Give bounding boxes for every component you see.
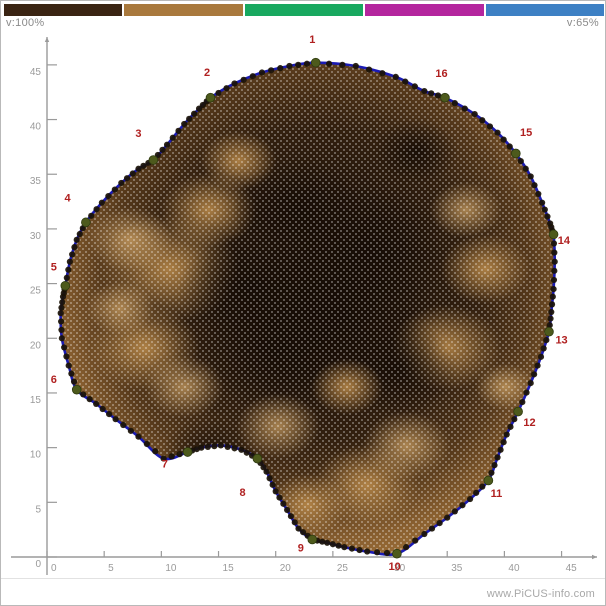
x-tick-label: 10	[165, 563, 177, 574]
point-label-3: 3	[135, 128, 141, 140]
point-label-13: 13	[555, 335, 567, 347]
cross-section-fill	[60, 62, 555, 555]
legend-segment-tan-brown	[124, 4, 243, 16]
y-tick-label: 10	[30, 450, 42, 461]
sensor-point-14[interactable]	[548, 229, 559, 240]
point-label-4: 4	[65, 193, 72, 205]
point-label-7: 7	[162, 458, 168, 470]
sensor-point-11[interactable]	[483, 475, 494, 486]
point-label-10: 10	[388, 561, 400, 573]
y-tick-label: 35	[30, 176, 42, 187]
sensor-point-5[interactable]	[60, 280, 71, 291]
x-tick-label: 35	[451, 563, 463, 574]
x-tick-label: 45	[566, 563, 578, 574]
x-tick-label: 5	[108, 563, 114, 574]
sensor-point-3[interactable]	[148, 155, 159, 165]
y-tick-label: 15	[30, 395, 42, 406]
x-tick-label: 40	[508, 563, 520, 574]
x-tick-label: 25	[337, 563, 349, 574]
point-label-1: 1	[309, 34, 315, 46]
sensor-point-6[interactable]	[71, 384, 82, 395]
legend-segment-very-dark-brown	[4, 4, 123, 16]
x-tick-label: 20	[280, 563, 292, 574]
sensor-point-12[interactable]	[513, 406, 523, 417]
point-label-16: 16	[435, 68, 447, 80]
x-tick-label: 0	[51, 563, 57, 574]
y-tick-label: 20	[30, 340, 42, 351]
point-label-11: 11	[491, 488, 503, 500]
legend-left-label: v:100%	[6, 17, 45, 29]
y-tick-label: 5	[35, 504, 41, 515]
point-label-14: 14	[558, 235, 571, 247]
y-tick-label: 40	[30, 122, 42, 133]
sensor-point-8[interactable]	[252, 453, 263, 464]
y-tick-label: 25	[30, 286, 42, 297]
point-label-6: 6	[51, 374, 57, 386]
sensor-point-15[interactable]	[511, 148, 521, 159]
legend-segment-blue	[485, 4, 605, 16]
sensor-point-4[interactable]	[81, 217, 91, 228]
sensor-point-2[interactable]	[205, 92, 216, 103]
point-label-15: 15	[520, 127, 532, 139]
footer-url: www.PiCUS-info.com	[486, 588, 595, 600]
point-label-5: 5	[51, 261, 57, 273]
sensor-point-13[interactable]	[544, 326, 554, 337]
sensor-point-7[interactable]	[182, 447, 193, 457]
legend-segment-green	[244, 4, 364, 16]
x-tick-label: 15	[223, 563, 235, 574]
y-tick-label: 45	[30, 67, 42, 78]
footer-divider	[1, 578, 605, 579]
x-tick-label: 30	[394, 563, 406, 574]
point-label-8: 8	[239, 487, 245, 499]
sensor-point-9[interactable]	[307, 534, 318, 545]
point-label-9: 9	[298, 543, 304, 555]
sensor-point-1[interactable]	[310, 57, 321, 68]
sensor-point-16[interactable]	[440, 92, 450, 103]
y-tick-label: 0	[35, 559, 41, 570]
sensor-point-10[interactable]	[392, 548, 402, 559]
point-label-2: 2	[204, 67, 210, 79]
y-tick-label: 30	[30, 231, 42, 242]
sensor-markers	[57, 57, 559, 559]
point-label-12: 12	[523, 417, 535, 429]
legend-right-label: v:65%	[566, 17, 599, 29]
velocity-legend-bar	[4, 4, 605, 16]
legend-segment-magenta	[365, 4, 484, 16]
